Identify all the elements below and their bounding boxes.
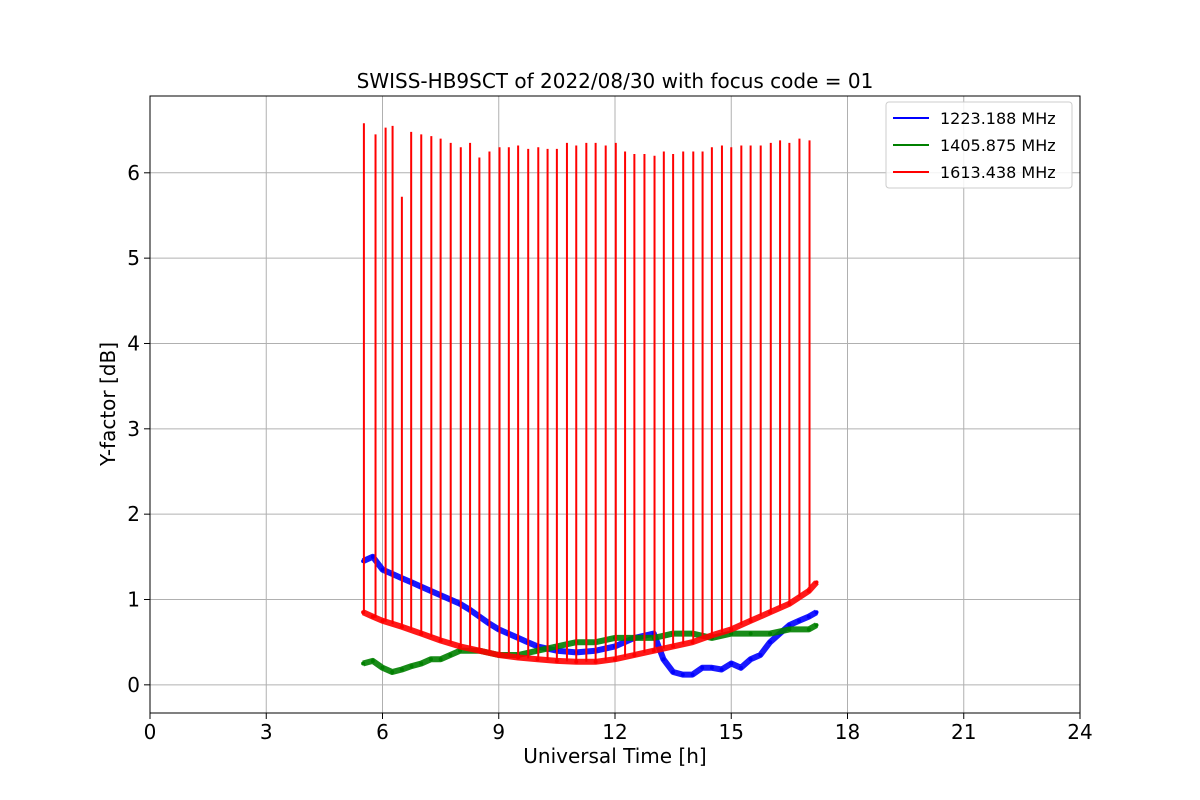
x-tick-label: 3 [260, 720, 273, 744]
x-tick-label: 9 [492, 720, 505, 744]
series-point-0 [380, 567, 385, 572]
series-point-1 [806, 627, 811, 632]
x-tick-label: 15 [719, 720, 744, 744]
x-tick-label: 12 [602, 720, 627, 744]
series-point-1 [438, 657, 443, 662]
series-point-1 [390, 670, 395, 675]
series-point-0 [690, 672, 695, 677]
y-tick-label: 5 [127, 246, 140, 270]
series-point-1 [419, 661, 424, 666]
x-tick-label: 21 [951, 720, 976, 744]
x-tick-label: 24 [1067, 720, 1092, 744]
x-axis-label: Universal Time [h] [523, 744, 706, 768]
series-point-1 [448, 652, 453, 657]
x-tick-label: 18 [835, 720, 860, 744]
series-point-2 [370, 614, 375, 619]
series-point-0 [768, 640, 772, 645]
x-tick-label: 0 [144, 720, 157, 744]
series-point-1 [814, 623, 819, 628]
series-point-1 [399, 667, 404, 672]
y-tick-label: 3 [127, 417, 140, 441]
legend-box [885, 101, 1073, 189]
series-point-0 [370, 554, 375, 559]
legend-label-1: 1405.875 MHz [940, 136, 1056, 155]
series-point-0 [700, 665, 705, 670]
y-tick-label: 2 [127, 502, 140, 526]
series-point-1 [428, 657, 433, 662]
legend: 1223.188 MHz 1405.875 MHz 1613.438 MHz [885, 101, 1073, 189]
series-point-1 [361, 661, 366, 666]
series-point-0 [661, 657, 666, 662]
legend-label-2: 1613.438 MHz [940, 163, 1056, 182]
chart-title: SWISS-HB9SCT of 2022/08/30 with focus co… [357, 69, 874, 93]
series-point-0 [680, 672, 685, 677]
series-point-0 [738, 665, 743, 670]
series-point-0 [748, 657, 753, 662]
series-point-1 [768, 631, 772, 636]
series-point-1 [409, 664, 414, 669]
series-point-0 [729, 661, 734, 666]
series-line-2 [361, 580, 819, 665]
series-point-0 [797, 618, 802, 623]
y-tick-label: 4 [127, 331, 140, 355]
series-point-0 [709, 665, 714, 670]
series-point-1 [748, 631, 753, 636]
series-point-1 [787, 627, 792, 632]
series-point-1 [458, 648, 462, 653]
y-tick-label: 0 [127, 673, 140, 697]
series-point-1 [370, 658, 375, 663]
y-axis-label: Y-factor [dB] [96, 342, 120, 467]
legend-label-0: 1223.188 MHz [940, 109, 1056, 128]
series-point-0 [719, 667, 724, 672]
series-point-0 [787, 623, 792, 628]
series-point-1 [380, 665, 385, 670]
series-point-0 [671, 670, 676, 675]
series-layer [361, 123, 819, 678]
series-point-0 [814, 610, 819, 615]
y-tick-label: 1 [127, 587, 140, 611]
series-point-2 [380, 618, 385, 623]
x-tick-label: 6 [376, 720, 389, 744]
series-point-0 [758, 652, 763, 657]
series-point-0 [806, 614, 811, 619]
series-point-2 [814, 580, 819, 585]
y-tick-label: 6 [127, 161, 140, 185]
